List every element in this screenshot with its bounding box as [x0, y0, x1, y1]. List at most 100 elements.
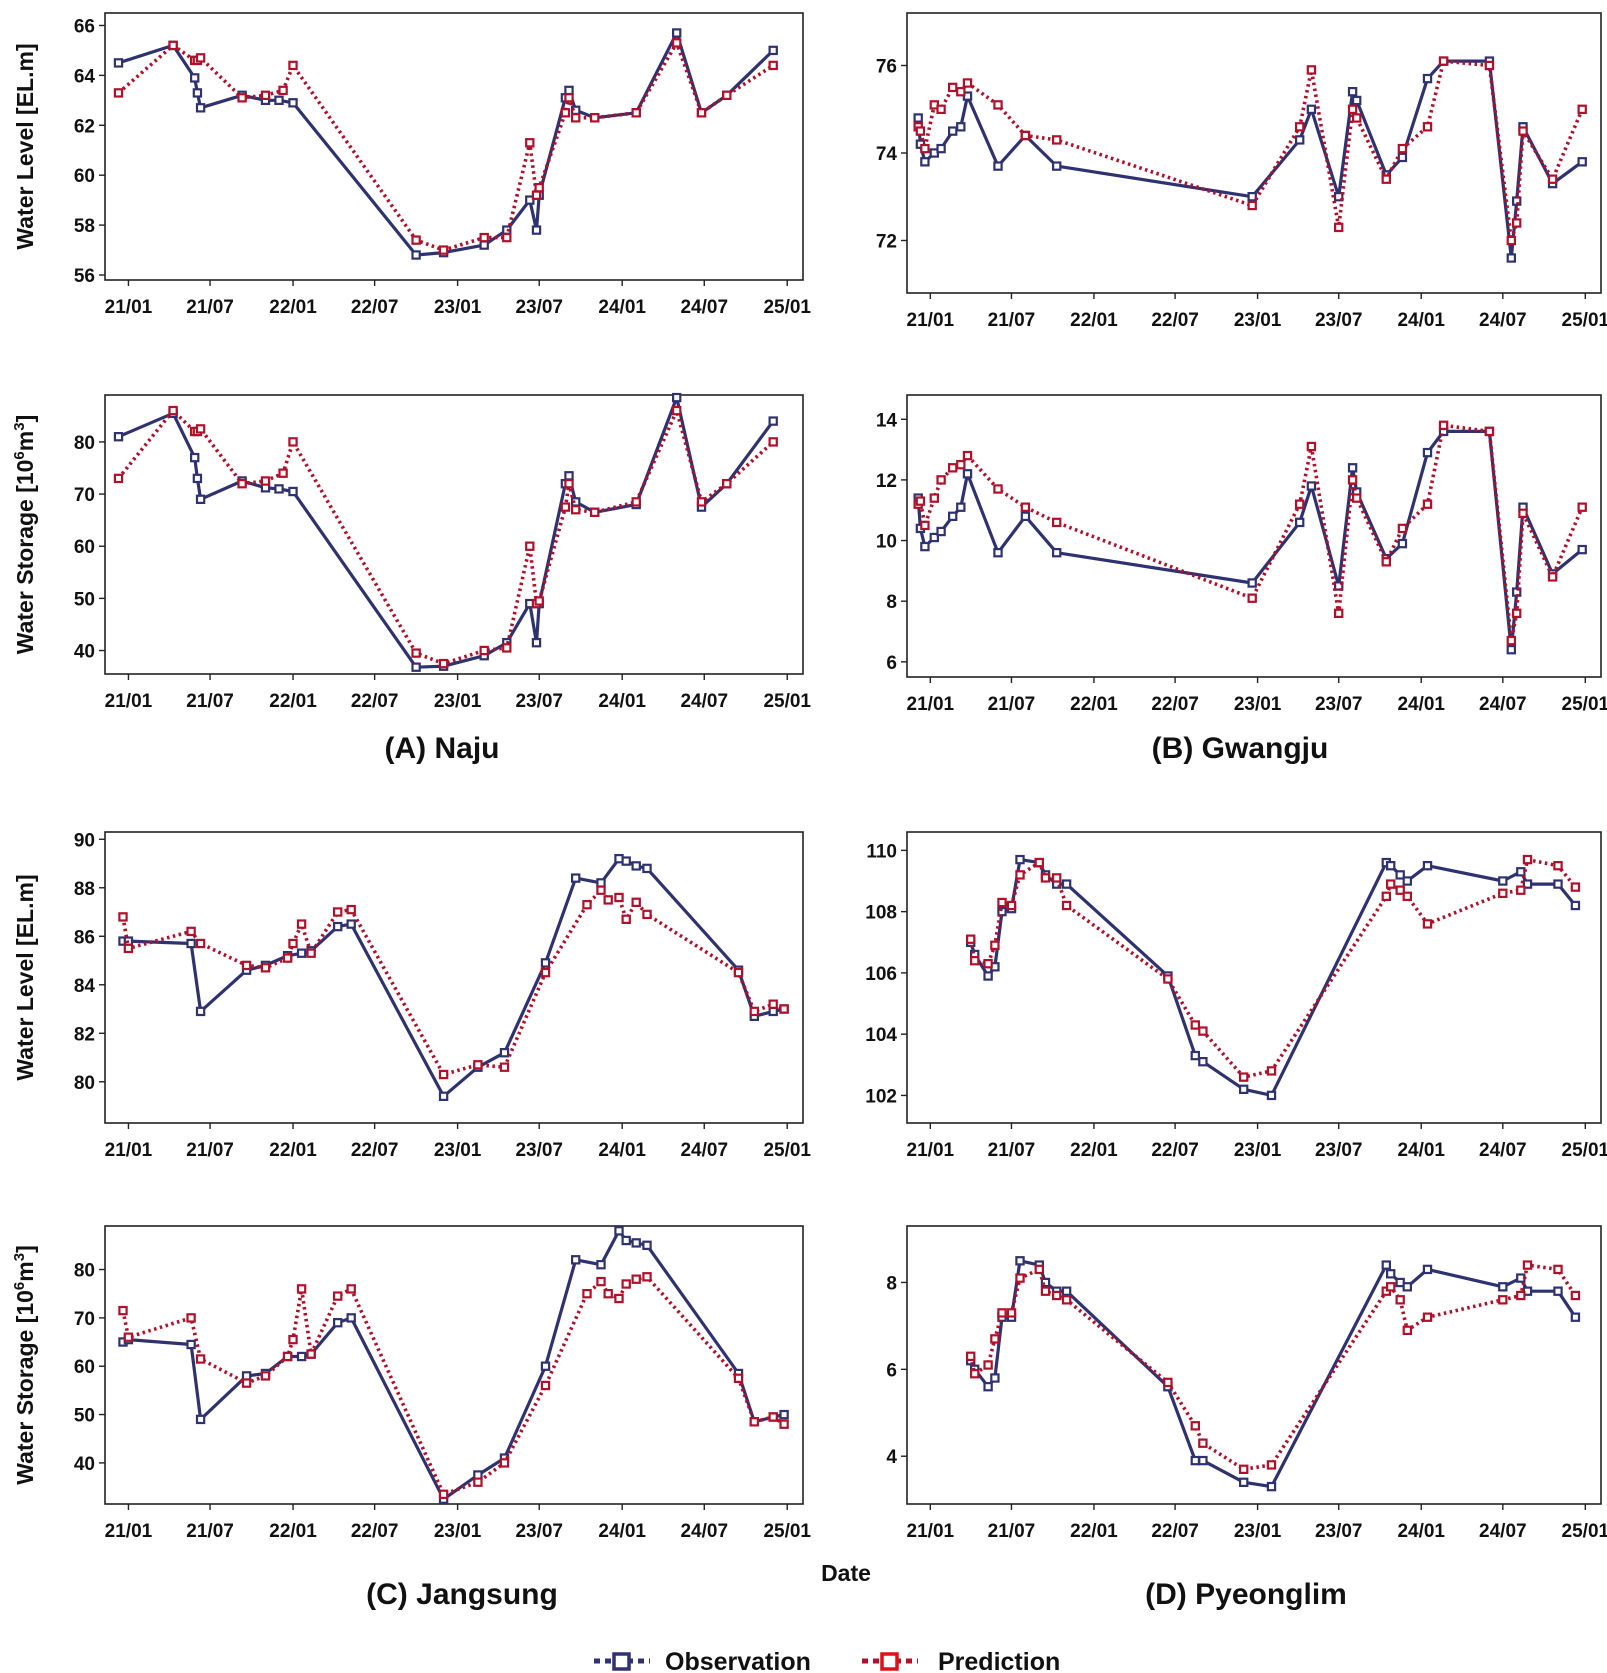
panel-title-c: (C) Jangsung: [366, 1578, 558, 1611]
prediction-point: [1518, 508, 1528, 519]
prediction-point: [768, 1412, 778, 1422]
prediction-point: [1020, 130, 1031, 141]
prediction-point: [1247, 593, 1257, 603]
x-tick-label: 23/01: [1234, 310, 1282, 331]
prediction-line: [117, 41, 775, 252]
subplot-1: 56 58 60 62 64 66 21/01 21/07 22/01 22/07 23/01 23/…: [12, 12, 811, 318]
x-tick-label: 25/01: [763, 1140, 811, 1161]
x-tick-label: 25/01: [763, 691, 811, 712]
prediction-point: [1306, 65, 1317, 75]
prediction-point: [531, 190, 542, 200]
prediction-point: [1051, 873, 1062, 883]
prediction-point: [1351, 113, 1362, 123]
prediction-point: [1034, 1264, 1044, 1275]
prediction-point: [1570, 1290, 1581, 1301]
prediction-point: [1506, 635, 1516, 646]
prediction-point: [1051, 135, 1062, 145]
prediction-point: [631, 1274, 641, 1284]
prediction-line: [968, 857, 1577, 1079]
prediction-point: [502, 643, 512, 653]
prediction-point: [479, 645, 489, 656]
plot-frame: [104, 12, 804, 281]
y-tick-label: 60: [74, 537, 95, 558]
subplot-7: 102 104 106 108 110 21/01 21/07 22/01 22/07 23/01…: [865, 831, 1607, 1161]
prediction-point: [438, 658, 449, 669]
x-axis-label: Date: [821, 1560, 871, 1586]
prediction-point: [288, 1334, 298, 1345]
prediction-point: [1577, 104, 1587, 114]
prediction-point: [438, 245, 449, 255]
prediction-point: [1577, 502, 1587, 512]
observation-point: [525, 195, 535, 205]
y-tick-label: 50: [74, 589, 95, 610]
prediction-point: [582, 899, 592, 910]
x-tick-label: 25/01: [763, 297, 811, 318]
y-tick-label: 80: [74, 1261, 95, 1282]
prediction-point: [733, 1373, 744, 1383]
observation-point: [993, 161, 1003, 171]
y-tick-label: 76: [876, 57, 897, 78]
prediction-point: [947, 463, 958, 473]
prediction-point: [997, 1308, 1007, 1318]
observation-point: [614, 1226, 624, 1236]
observation-point: [1553, 879, 1563, 889]
prediction-point: [241, 1378, 252, 1388]
observation-point: [479, 240, 489, 250]
prediction-point: [1395, 1295, 1405, 1305]
observation-line: [916, 429, 1584, 652]
x-tick-label: 23/01: [434, 1521, 482, 1542]
observation-point: [1397, 152, 1408, 163]
prediction-point: [915, 496, 926, 506]
observation-point: [947, 511, 958, 522]
x-tick-label: 22/01: [1070, 1521, 1118, 1542]
prediction-point: [1294, 122, 1305, 132]
prediction-point: [915, 126, 926, 136]
prediction-point: [113, 473, 124, 484]
y-tick-label: 102: [865, 1086, 897, 1107]
y-tick-label: 74: [876, 144, 898, 165]
prediction-point: [936, 104, 946, 114]
observation-point: [186, 938, 196, 949]
prediction-point: [1402, 891, 1412, 902]
observation-point: [936, 143, 946, 154]
observation-point: [195, 494, 206, 505]
prediction-point: [282, 953, 293, 963]
x-tick-label: 25/01: [1562, 310, 1607, 331]
subplot-8: 4 6 8 21/01 21/07 22/01 22/07 23/01 23/07 24/01 24…: [886, 1225, 1607, 1542]
x-tick-label: 22/07: [1151, 310, 1199, 331]
plot-frame: [104, 394, 804, 675]
observation-point: [621, 1235, 631, 1246]
observation-point: [1397, 538, 1408, 549]
observation-point: [333, 921, 343, 932]
x-tick-label: 21/07: [186, 1521, 234, 1542]
prediction-point: [1402, 1325, 1412, 1335]
observation-point: [631, 1238, 641, 1248]
x-tick-label: 21/01: [907, 1521, 955, 1542]
observation-point: [596, 1259, 606, 1270]
x-tick-label: 24/01: [1397, 310, 1445, 331]
x-tick-label: 24/01: [1397, 1521, 1445, 1542]
x-tick-label: 23/01: [434, 1140, 482, 1161]
y-tick-label: 40: [74, 642, 95, 663]
x-tick-label: 22/01: [269, 1521, 317, 1542]
prediction-point: [499, 1062, 510, 1072]
prediction-point: [438, 1069, 449, 1080]
x-tick-label: 24/01: [1397, 694, 1445, 715]
prediction-point: [749, 1006, 760, 1017]
prediction-point: [123, 1332, 134, 1342]
observation-point: [621, 856, 631, 866]
prediction-point: [560, 502, 571, 512]
observation-point: [195, 103, 206, 113]
prediction-point: [1381, 891, 1391, 902]
prediction-point: [1015, 1273, 1025, 1283]
subplot-5: 80 82 84 86 88 90 21/01 21/07 22/01 22/07 23/01 23/…: [12, 830, 811, 1161]
x-tick-label: 21/01: [105, 1521, 153, 1542]
prediction-point: [411, 235, 421, 245]
y-tick-label: 90: [74, 830, 95, 851]
plot-frame: [104, 831, 804, 1124]
observation-point: [983, 971, 993, 981]
prediction-point: [1306, 441, 1317, 452]
legend-prediction-marker: [862, 1652, 918, 1671]
prediction-point: [1238, 1072, 1249, 1082]
prediction-point: [1511, 218, 1522, 228]
